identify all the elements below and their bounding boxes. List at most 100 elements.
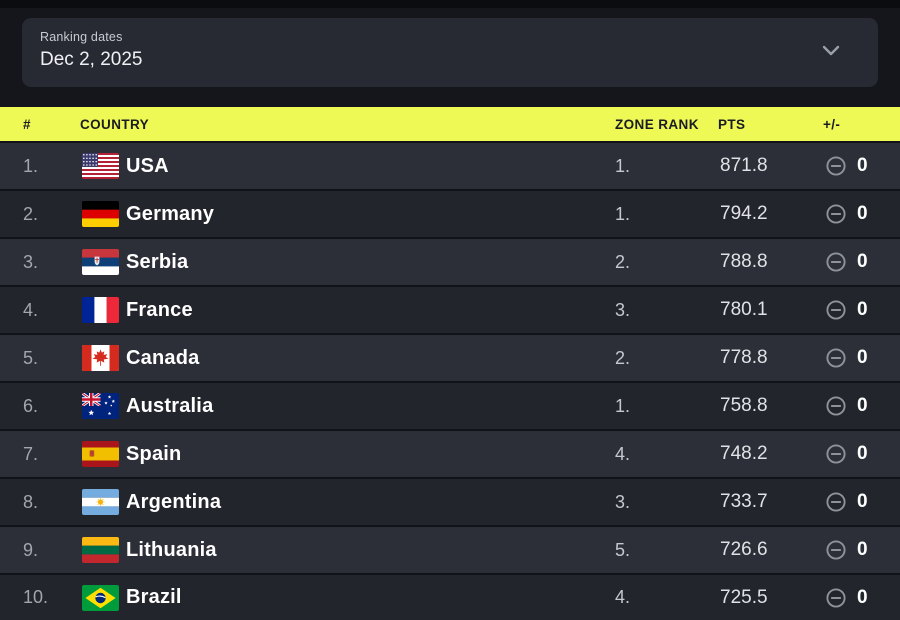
country-name: Australia [126,394,214,417]
change-cell: 0 [823,155,900,177]
change-value: 0 [857,155,868,176]
minus-circle-icon [825,155,847,177]
rank-cell: 1. [23,155,39,176]
change-value: 0 [857,347,868,368]
zone-rank-cell: 4. [615,587,631,607]
table-row[interactable]: 2. Germany 1. 794.2 0 [0,191,900,237]
rank-cell: 9. [23,539,39,560]
country-name: Spain [126,442,182,465]
zone-rank-cell: 2. [615,251,631,272]
rank-cell: 2. [23,203,39,224]
table-row[interactable]: 6. Australia 1. 758.8 0 [0,383,900,429]
flag-argentina-icon [82,489,119,515]
pts-cell: 871.8 [720,155,768,176]
rank-cell: 4. [23,299,39,320]
rank-cell: 3. [23,251,39,272]
country-cell: Canada [80,345,615,371]
top-strip [0,0,900,8]
zone-rank-cell: 3. [615,299,631,320]
country-cell: France [80,297,615,323]
minus-circle-icon [825,395,847,417]
country-cell: Serbia [80,249,615,275]
country-cell: Spain [80,441,615,467]
table-row[interactable]: 4. France 3. 780.1 0 [0,287,900,333]
flag-usa-icon [82,153,119,179]
country-name: Canada [126,346,200,369]
country-cell: Argentina [80,489,615,515]
country-cell: Lithuania [80,537,615,563]
zone-rank-cell: 1. [615,203,631,224]
header-country: COUNTRY [80,116,150,132]
zone-rank-cell: 3. [615,491,631,512]
change-cell: 0 [823,539,900,561]
header-zone-rank: ZONE RANK [615,116,699,132]
country-cell: Germany [80,201,615,227]
change-value: 0 [857,443,868,464]
zone-rank-cell: 5. [615,539,631,560]
ranking-date-dropdown[interactable]: Ranking dates Dec 2, 2025 [22,18,878,87]
table-row[interactable]: 3. Serbia 2. 788.8 0 [0,239,900,285]
rank-cell: 10. [23,587,49,607]
change-cell: 0 [823,587,900,609]
table-row[interactable]: 7. Spain 4. 748.2 0 [0,431,900,477]
country-name: Brazil [126,586,182,608]
minus-circle-icon [825,587,847,609]
table-row[interactable]: 8. Argentina 3. 733.7 0 [0,479,900,525]
country-name: Lithuania [126,538,217,561]
ranking-dates-label: Ranking dates [40,30,123,44]
table-row[interactable]: 9. Lithuania 5. 726.6 0 [0,527,900,573]
minus-circle-icon [825,203,847,225]
change-value: 0 [857,203,868,224]
country-cell: Brazil [80,584,615,611]
rank-cell: 5. [23,347,39,368]
table-row[interactable]: 5. Canada 2. 778.8 0 [0,335,900,381]
minus-circle-icon [825,539,847,561]
header-change: +/- [823,116,841,132]
table-header-row: # COUNTRY ZONE RANK PTS +/- [0,107,900,141]
change-cell: 0 [823,395,900,417]
flag-australia-icon [82,393,119,419]
ranking-date-value: Dec 2, 2025 [40,49,143,70]
minus-circle-icon [825,491,847,513]
flag-lithuania-icon [82,537,119,563]
header-pts: PTS [718,116,746,132]
header-rank: # [23,116,31,132]
change-value: 0 [857,395,868,416]
rank-cell: 8. [23,491,39,512]
pts-cell: 726.6 [720,539,768,560]
zone-rank-cell: 4. [615,443,631,464]
minus-circle-icon [825,251,847,273]
change-value: 0 [857,251,868,272]
pts-cell: 758.8 [720,395,768,416]
minus-circle-icon [825,347,847,369]
country-name: Serbia [126,250,189,273]
minus-circle-icon [825,443,847,465]
change-cell: 0 [823,347,900,369]
change-value: 0 [857,299,868,320]
change-value: 0 [857,539,868,560]
minus-circle-icon [825,299,847,321]
country-name: Germany [126,202,215,225]
chevron-down-icon [822,44,840,62]
rank-cell: 7. [23,443,39,464]
zone-rank-cell: 1. [615,155,631,176]
pts-cell: 725.5 [720,586,768,608]
table-body: 1. USA 1. 871.8 0 2. Germany 1. 794.2 0 3. Serbia 2.… [0,143,900,620]
pts-cell: 794.2 [720,203,768,224]
pts-cell: 748.2 [720,443,768,464]
flag-germany-icon [82,201,119,227]
change-cell: 0 [823,443,900,465]
country-name: Argentina [126,490,222,513]
change-value: 0 [857,491,868,512]
flag-spain-icon [82,441,119,467]
pts-cell: 733.7 [720,491,768,512]
country-cell: USA [80,153,615,179]
pts-cell: 780.1 [720,299,768,320]
country-name: USA [126,154,169,177]
flag-serbia-icon [82,249,119,275]
change-cell: 0 [823,251,900,273]
flag-france-icon [82,297,119,323]
table-row[interactable]: 10. Brazil 4. 725.5 0 [0,575,900,620]
zone-rank-cell: 2. [615,347,631,368]
table-row[interactable]: 1. USA 1. 871.8 0 [0,143,900,189]
